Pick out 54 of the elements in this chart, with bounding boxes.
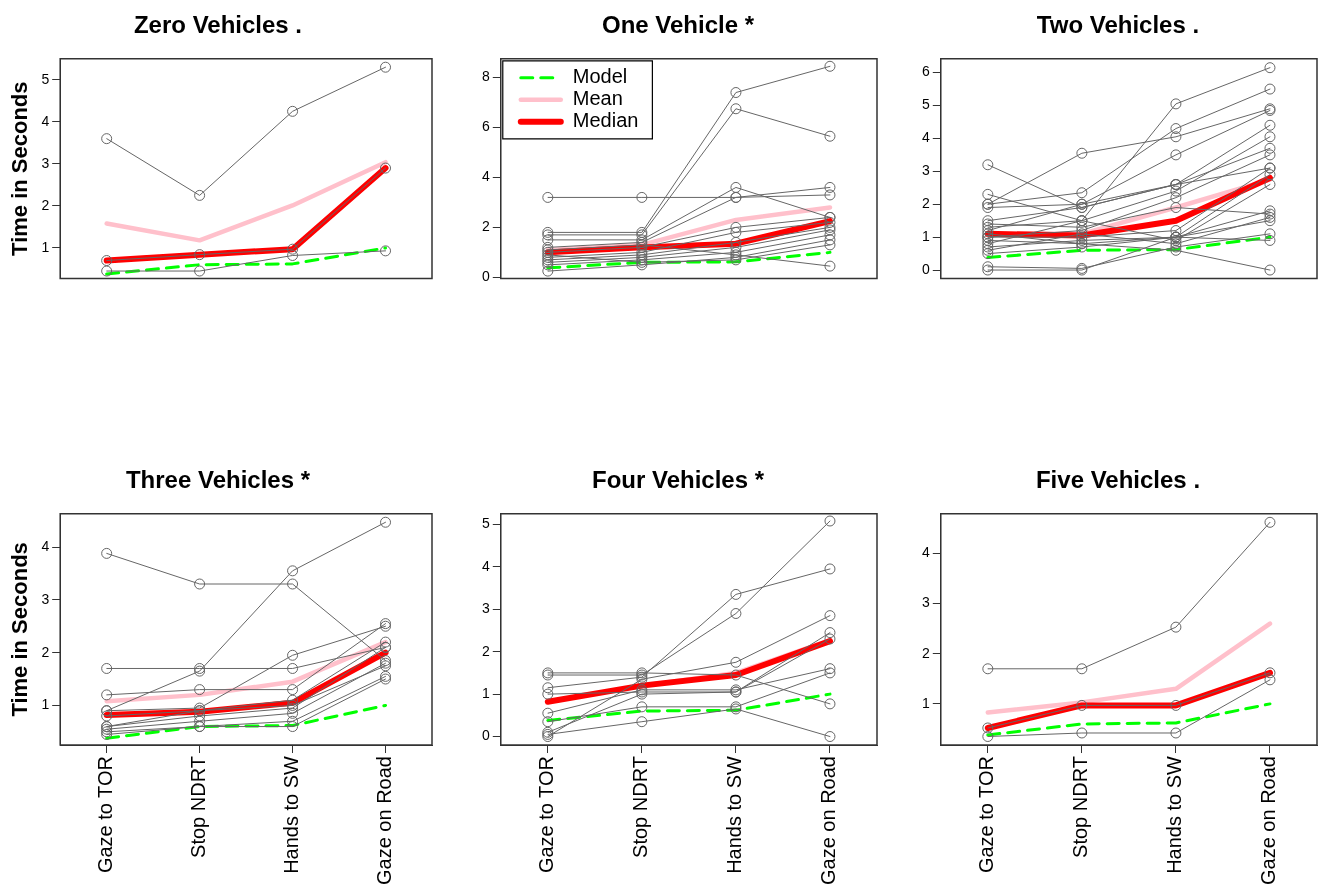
y-tick-label: 1 bbox=[481, 684, 490, 701]
y-tick-label: 4 bbox=[921, 129, 930, 146]
x-tick-label: Gaze on Road bbox=[817, 756, 840, 886]
y-tick-label: 4 bbox=[481, 557, 490, 574]
y-tick-label: 2 bbox=[921, 644, 930, 661]
x-tick-label: Hands to SW bbox=[1163, 755, 1186, 874]
y-tick-label: 8 bbox=[481, 68, 490, 85]
x-tick-label: Hands to SW bbox=[723, 755, 746, 874]
legend-label: Model bbox=[572, 65, 628, 88]
y-tick-label: 5 bbox=[41, 70, 50, 87]
y-tick-label: 2 bbox=[41, 196, 50, 213]
y-tick-label: 2 bbox=[921, 195, 930, 212]
y-tick-label: 4 bbox=[41, 112, 50, 129]
chart-title: Four Vehicles * bbox=[591, 466, 765, 494]
legend-label: Mean bbox=[572, 87, 623, 110]
y-tick-label: 1 bbox=[921, 228, 930, 244]
chart-title: Three Vehicles * bbox=[125, 466, 311, 494]
y-tick-label: 6 bbox=[481, 118, 490, 135]
x-tick-label: Gaze on Road bbox=[373, 756, 396, 886]
y-tick-label: 1 bbox=[41, 238, 50, 255]
y-tick-label: 5 bbox=[481, 515, 490, 532]
x-tick-label: Stop NDRT bbox=[187, 756, 210, 858]
x-tick-label: Hands to SW bbox=[280, 755, 303, 874]
y-tick-label: 3 bbox=[921, 162, 930, 179]
y-tick-label: 1 bbox=[921, 694, 930, 711]
y-tick-label: 3 bbox=[481, 600, 490, 617]
x-tick-label: Gaze on Road bbox=[1257, 756, 1280, 886]
chart-title: Two Vehicles . bbox=[1036, 11, 1200, 39]
y-tick-label: 0 bbox=[921, 260, 930, 277]
y-tick-label: 1 bbox=[41, 696, 50, 713]
y-tick-label: 3 bbox=[921, 594, 930, 611]
x-tick-label: Gaze to TOR bbox=[535, 756, 558, 874]
y-tick-label: 4 bbox=[921, 544, 930, 561]
y-tick-label: 6 bbox=[921, 63, 930, 80]
chart-title: Five Vehicles . bbox=[1035, 466, 1201, 494]
y-tick-label: 2 bbox=[41, 643, 50, 660]
y-tick-label: 2 bbox=[481, 218, 490, 235]
x-tick-label: Stop NDRT bbox=[1069, 756, 1092, 858]
y-tick-label: 2 bbox=[481, 642, 490, 659]
y-tick-label: 0 bbox=[481, 268, 490, 285]
y-tick-label: 0 bbox=[481, 727, 490, 744]
y-tick-label: 4 bbox=[41, 537, 50, 554]
x-tick-label: Gaze to TOR bbox=[94, 756, 117, 874]
chart-title: One Vehicle * bbox=[601, 11, 755, 39]
y-tick-label: 3 bbox=[41, 154, 50, 171]
y-tick-label: 3 bbox=[41, 590, 50, 607]
chart-title: Zero Vehicles . bbox=[133, 11, 303, 39]
legend-label: Median bbox=[572, 109, 639, 132]
y-tick-label: 5 bbox=[921, 96, 930, 113]
x-tick-label: Stop NDRT bbox=[629, 756, 652, 858]
y-tick-label: 4 bbox=[481, 168, 490, 185]
y-axis-title: Time in Seconds bbox=[7, 81, 33, 256]
x-tick-label: Gaze to TOR bbox=[975, 756, 998, 874]
y-axis-title: Time in Seconds bbox=[7, 542, 33, 717]
